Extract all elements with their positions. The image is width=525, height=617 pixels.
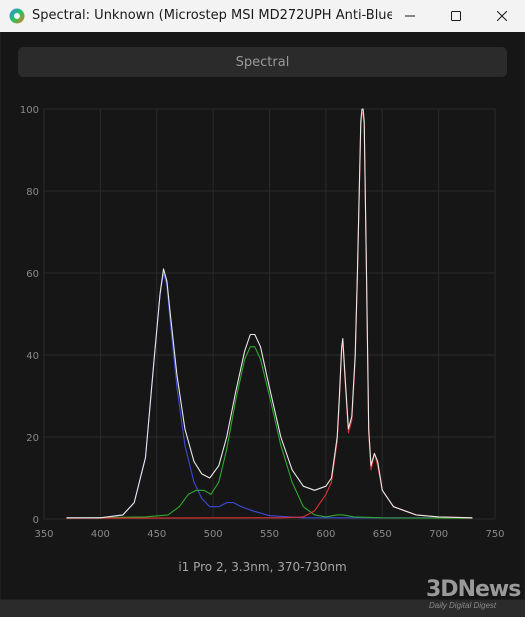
watermark-tagline: Daily Digital Digest — [429, 601, 497, 610]
x-tick-label: 600 — [316, 529, 335, 540]
y-tick-label: 60 — [26, 269, 39, 280]
y-tick-label: 20 — [26, 433, 39, 444]
x-tick-label: 500 — [204, 529, 223, 540]
window-title: Spectral: Unknown (Microstep MSI MD272UP… — [32, 8, 392, 23]
app-logo-icon — [9, 8, 25, 24]
close-icon — [497, 11, 507, 21]
chart-caption: i1 Pro 2, 3.3nm, 370-730nm — [178, 560, 347, 574]
minimize-button[interactable] — [387, 0, 433, 32]
x-tick-label: 650 — [373, 529, 392, 540]
y-tick-label: 0 — [33, 515, 39, 526]
maximize-icon — [451, 11, 461, 21]
minimize-icon — [405, 15, 415, 17]
close-button[interactable] — [479, 0, 525, 32]
watermark-brand: 3DNews — [426, 577, 521, 602]
spectral-chart: 0 20 40 60 80 100 350 400 450 500 550 600 650 700 750 — [1, 92, 524, 572]
x-tick-label: 400 — [91, 529, 110, 540]
watermark-logo: 3DNews Daily Digital Digest — [426, 577, 521, 617]
chart-svg: 0 20 40 60 80 100 350 400 450 500 550 600 650 700 750 — [20, 105, 505, 540]
y-tick-label: 80 — [26, 187, 39, 198]
x-tick-label: 550 — [260, 529, 279, 540]
x-tick-label: 750 — [485, 529, 504, 540]
x-tick-label: 350 — [34, 529, 53, 540]
tab-spectral[interactable]: Spectral — [18, 47, 507, 77]
series-line — [66, 108, 473, 519]
x-tick-label: 450 — [147, 529, 166, 540]
maximize-button[interactable] — [433, 0, 479, 32]
x-tick-label: 700 — [429, 529, 448, 540]
content-area: Spectral 0 20 40 60 80 100 350 400 450 500 550 600 6… — [1, 32, 524, 610]
title-bar[interactable]: Spectral: Unknown (Microstep MSI MD272UP… — [0, 0, 525, 32]
y-tick-label: 100 — [20, 105, 39, 116]
series-line — [66, 346, 473, 519]
y-tick-label: 40 — [26, 351, 39, 362]
